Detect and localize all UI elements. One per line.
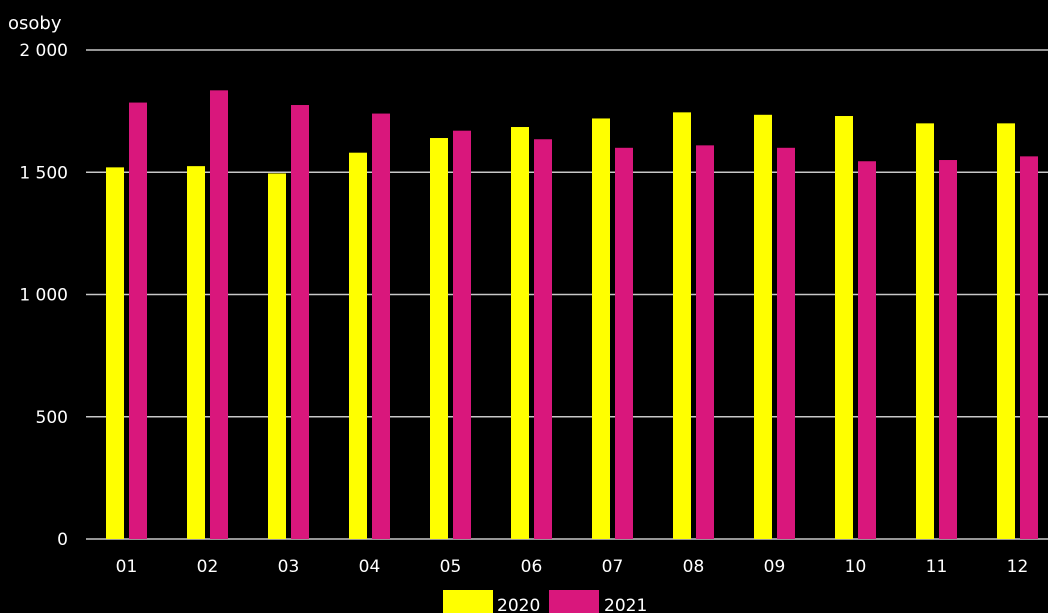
x-tick-label: 08 [683,557,705,577]
y-tick-label: 1 500 [19,163,68,183]
bar-2021-11 [939,160,957,539]
x-axis-ticks: 01 02 03 04 05 06 07 08 09 10 11 12 [116,557,1029,577]
y-tick-label: 500 [36,408,68,428]
bar-2020-07 [592,118,610,540]
x-tick-label: 12 [1007,557,1029,577]
y-axis-ticks: 0 500 1 000 1 500 2 000 [19,41,68,550]
x-tick-label: 07 [602,557,624,577]
bars [106,90,1038,540]
bar-2020-01 [106,167,124,540]
x-tick-label: 04 [359,557,381,577]
y-tick-label: 0 [57,530,68,550]
x-tick-label: 02 [197,557,219,577]
bar-2021-04 [372,113,390,539]
bar-2021-05 [453,130,471,539]
bar-2020-09 [754,114,772,539]
x-tick-label: 03 [278,557,300,577]
x-tick-label: 09 [764,557,786,577]
x-tick-label: 05 [440,557,462,577]
bar-2021-10 [858,161,876,539]
bar-2021-07 [615,147,633,540]
gridlines [86,49,1048,540]
bar-2021-06 [534,139,552,539]
bar-2021-03 [291,105,309,539]
bar-2020-11 [916,123,934,539]
bar-2021-08 [696,145,714,540]
y-tick-label: 2 000 [19,41,68,61]
y-axis-label: osoby [8,13,62,34]
bar-2020-10 [835,116,853,539]
bar-2020-06 [511,127,529,539]
x-tick-label: 11 [926,557,948,577]
legend-label-2021: 2021 [604,596,647,613]
bar-2020-05 [430,138,448,539]
bar-2021-09 [777,147,795,540]
y-tick-label: 1 000 [19,286,68,306]
x-tick-label: 06 [521,557,543,577]
legend-swatch-2020 [443,590,493,613]
x-tick-label: 10 [845,557,867,577]
bar-2021-01 [129,102,147,539]
bar-2020-03 [268,173,286,539]
bar-2020-02 [187,166,205,539]
bar-2021-02 [210,90,228,539]
bar-2020-12 [997,123,1015,539]
bar-2020-04 [349,152,367,539]
legend: 2020 2021 [443,590,647,613]
bar-2021-12 [1020,156,1038,540]
x-tick-label: 01 [116,557,138,577]
bar-2020-08 [673,112,691,539]
legend-swatch-2021 [549,590,599,613]
legend-label-2020: 2020 [497,596,540,613]
